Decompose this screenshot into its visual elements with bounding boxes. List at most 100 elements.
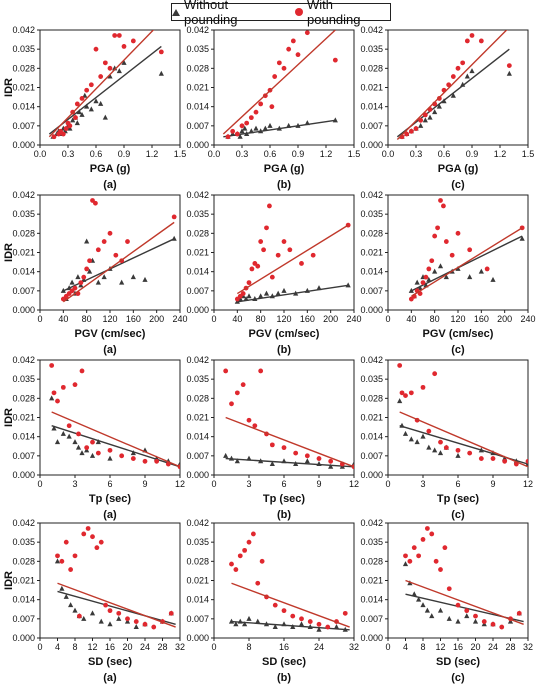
with-pounding-point bbox=[281, 608, 287, 614]
y-tick-label: 0.007 bbox=[360, 451, 383, 461]
with-pounding-point bbox=[264, 225, 269, 231]
with-pounding-point bbox=[246, 280, 252, 286]
y-tick-label: 0.021 bbox=[12, 248, 35, 258]
without-pounding-point bbox=[133, 624, 139, 630]
chart-panel: 0.000 0.007 0.014 0.021 0.028 0.035 0.042 0 3 6 9 1… bbox=[186, 355, 359, 521]
with-pounding-point bbox=[438, 567, 443, 572]
with-pounding-point bbox=[269, 442, 275, 448]
without-pounding-point bbox=[455, 618, 461, 624]
y-tick-label: 0.035 bbox=[12, 537, 35, 547]
with-pounding-point bbox=[125, 616, 130, 622]
x-tick-label: 3 bbox=[246, 479, 251, 489]
with-pounding-point bbox=[426, 428, 432, 434]
with-pounding-point bbox=[246, 417, 252, 423]
with-pounding-fit-line bbox=[222, 30, 336, 135]
without-pounding-point bbox=[107, 73, 113, 79]
with-pounding-point bbox=[436, 96, 442, 101]
x-tick-label: 32 bbox=[175, 642, 185, 652]
chart-panel: 0.000 0.007 0.014 0.021 0.028 0.035 0.042 0.0 0.… bbox=[3, 25, 186, 191]
without-pounding-point bbox=[519, 235, 525, 241]
without-pounding-point bbox=[82, 92, 88, 98]
x-tick-label: 0.3 bbox=[62, 149, 75, 159]
with-pounding-point bbox=[269, 274, 275, 280]
y-tick-label: 0.035 bbox=[360, 209, 383, 219]
with-pounding-point bbox=[442, 545, 448, 551]
without-pounding-fit-line bbox=[225, 457, 354, 468]
without-pounding-point bbox=[490, 276, 496, 282]
y-tick-label: 0.014 bbox=[360, 595, 383, 605]
with-pounding-point bbox=[484, 266, 490, 272]
without-pounding-point bbox=[345, 282, 351, 288]
with-pounding-point bbox=[252, 423, 258, 429]
y-tick-label: 0.028 bbox=[186, 63, 209, 73]
y-axis-label: IDR bbox=[3, 243, 15, 262]
x-axis-label: SD (sec) bbox=[436, 656, 480, 668]
without-pounding-point bbox=[98, 100, 104, 106]
y-tick-label: 0.042 bbox=[186, 190, 209, 200]
without-pounding-point bbox=[242, 621, 248, 627]
without-pounding-point bbox=[411, 591, 417, 597]
y-tick-label: 0.021 bbox=[12, 413, 35, 423]
with-pounding-point bbox=[59, 558, 65, 564]
with-pounding-point bbox=[281, 239, 287, 244]
y-tick-label: 0.000 bbox=[186, 140, 209, 150]
y-tick-label: 0.035 bbox=[186, 209, 209, 219]
x-axis-label: PGA (g) bbox=[264, 163, 305, 175]
y-tick-label: 0.000 bbox=[12, 305, 35, 315]
x-tick-label: 200 bbox=[323, 314, 338, 324]
y-tick-label: 0.042 bbox=[12, 25, 35, 35]
without-pounding-point bbox=[107, 621, 113, 627]
with-pounding-fit-line bbox=[48, 30, 155, 138]
without-pounding-fit-line bbox=[51, 425, 180, 468]
without-pounding-point bbox=[89, 452, 96, 458]
without-pounding-point bbox=[432, 109, 438, 115]
panel-label: (a) bbox=[103, 179, 117, 191]
with-pounding-point bbox=[151, 624, 157, 630]
with-pounding-fit-line bbox=[399, 411, 528, 468]
with-pounding-point bbox=[455, 230, 461, 236]
panel-label: (b) bbox=[277, 672, 291, 684]
with-pounding-point bbox=[490, 621, 496, 627]
y-tick-label: 0.035 bbox=[12, 374, 35, 384]
without-pounding-point bbox=[263, 290, 270, 296]
with-pounding-point bbox=[87, 258, 92, 264]
with-pounding-fit-line bbox=[410, 227, 523, 297]
without-pounding-fit-line bbox=[57, 590, 176, 625]
with-pounding-point bbox=[79, 96, 85, 101]
panel-label: (c) bbox=[451, 672, 465, 684]
with-pounding-point bbox=[72, 285, 78, 291]
without-pounding-fit-line bbox=[411, 235, 523, 292]
x-tick-label: 0 bbox=[37, 479, 42, 489]
without-pounding-point bbox=[418, 122, 424, 128]
panel-label: (c) bbox=[451, 179, 465, 191]
x-tick-label: 120 bbox=[450, 314, 465, 324]
without-pounding-point bbox=[272, 624, 278, 630]
x-tick-label: 9 bbox=[490, 479, 495, 489]
with-pounding-point bbox=[55, 398, 60, 404]
without-pounding-point bbox=[258, 293, 264, 299]
x-tick-label: 16 bbox=[279, 642, 289, 652]
x-tick-label: 12 bbox=[435, 642, 445, 652]
with-pounding-point bbox=[304, 30, 310, 36]
with-pounding-point bbox=[253, 109, 259, 115]
y-tick-label: 0.035 bbox=[186, 537, 209, 547]
without-pounding-point bbox=[298, 621, 305, 627]
y-tick-label: 0.021 bbox=[12, 576, 35, 586]
with-pounding-point bbox=[290, 613, 296, 619]
y-tick-label: 0.028 bbox=[186, 228, 209, 238]
with-pounding-point bbox=[478, 456, 484, 461]
with-pounding-point bbox=[499, 624, 505, 630]
without-pounding-point bbox=[417, 285, 423, 291]
x-axis-label: SD (sec) bbox=[88, 656, 132, 668]
with-pounding-point bbox=[168, 610, 174, 616]
with-pounding-point bbox=[426, 266, 432, 272]
x-tick-label: 8 bbox=[420, 642, 425, 652]
with-pounding-point bbox=[237, 553, 243, 559]
with-pounding-point bbox=[51, 134, 57, 140]
without-pounding-point bbox=[414, 279, 420, 285]
y-tick-label: 0.028 bbox=[186, 393, 209, 403]
y-tick-label: 0.042 bbox=[12, 190, 35, 200]
x-tick-label: 16 bbox=[453, 642, 463, 652]
y-tick-label: 0.021 bbox=[12, 83, 35, 93]
with-pounding-point bbox=[464, 38, 470, 44]
